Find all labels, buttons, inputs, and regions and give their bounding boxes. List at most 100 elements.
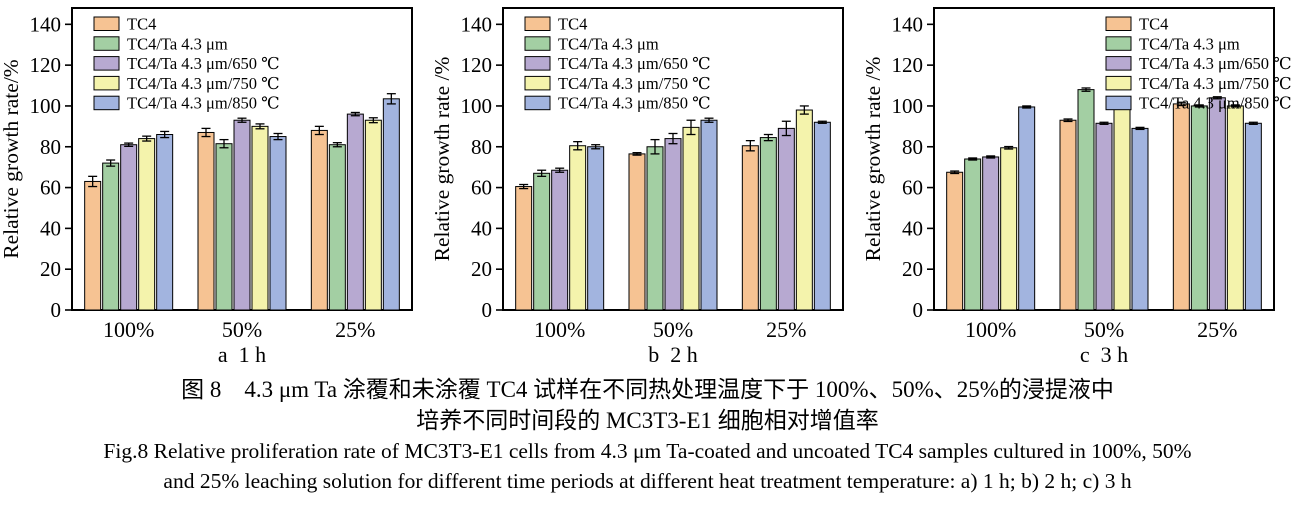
bar <box>1244 122 1262 311</box>
category-label: 25% <box>1197 317 1237 342</box>
panel-label: a 1 h <box>218 342 266 367</box>
legend-swatch <box>1105 56 1132 71</box>
bar <box>1059 119 1077 311</box>
bar <box>515 186 533 311</box>
y-tick-label: 60 <box>40 176 61 200</box>
panel-label: c 3 h <box>1080 342 1128 367</box>
bar <box>813 121 831 311</box>
legend-label: TC4/Ta 4.3 μm/650 ℃ <box>127 54 280 73</box>
legend-label: TC4/Ta 4.3 μm/750 ℃ <box>1139 74 1292 93</box>
bar <box>269 136 287 311</box>
legend-label: TC4/Ta 4.3 μm/850 ℃ <box>1139 94 1292 113</box>
y-tick-label: 140 <box>461 12 493 36</box>
y-tick-label: 100 <box>30 94 62 118</box>
legend-swatch <box>524 16 551 31</box>
chart-panel-b-2h: 0 20 40 60 80 100 120 140 Relative growth rate /… <box>430 0 862 368</box>
legend-label: TC4/Ta 4.3 μm/750 ℃ <box>558 74 711 93</box>
bar <box>1095 122 1113 311</box>
bar <box>1000 147 1018 311</box>
y-tick-label: 20 <box>471 257 492 281</box>
bar <box>682 126 700 311</box>
legend-label: TC4/Ta 4.3 μm <box>1139 34 1240 53</box>
bar <box>1172 103 1190 311</box>
bar <box>946 171 964 311</box>
bar <box>1077 89 1095 311</box>
chart-canvas: 0 20 40 60 80 100 120 140 Relative growth rate /… <box>861 7 1292 367</box>
bar <box>964 158 982 311</box>
bar <box>346 113 364 311</box>
panel-label: b 2 h <box>648 342 698 367</box>
caption-zh-line1: 图 8 4.3 μm Ta 涂覆和未涂覆 TC4 试样在不同热处理温度下于 10… <box>181 377 1114 402</box>
bar <box>646 146 664 311</box>
category-label: 100% <box>103 317 154 342</box>
legend-swatch <box>93 36 120 51</box>
chart-panel-a-1h: 0 20 40 60 80 100 120 140 Relative growth rate/%… <box>0 0 431 368</box>
bar <box>533 172 551 311</box>
bar <box>664 138 682 311</box>
chart-canvas: 0 20 40 60 80 100 120 140 Relative growth rate/%… <box>0 7 413 367</box>
legend-label: TC4/Ta 4.3 μm/650 ℃ <box>558 54 711 73</box>
caption-en-line1: Fig.8 Relative proliferation rate of MC3… <box>103 439 1192 463</box>
chart-panel-c-3h: 0 20 40 60 80 100 120 140 Relative growth rate /… <box>861 0 1293 368</box>
legend-swatch <box>524 95 551 111</box>
legend-label: TC4/Ta 4.3 μm <box>558 34 659 53</box>
bar <box>102 162 120 311</box>
y-tick-label: 80 <box>471 135 492 159</box>
category-label: 50% <box>653 317 693 342</box>
y-tick-label: 0 <box>482 298 493 322</box>
y-tick-label: 120 <box>30 53 62 77</box>
legend-label: TC4 <box>558 15 587 34</box>
figure-caption: 图 8 4.3 μm Ta 涂覆和未涂覆 TC4 试样在不同热处理温度下于 10… <box>0 374 1295 496</box>
y-tick-label: 80 <box>902 135 923 159</box>
bar <box>364 119 382 311</box>
y-tick-label: 40 <box>40 216 61 240</box>
bar <box>982 156 1000 311</box>
bar <box>700 119 718 311</box>
y-tick-label: 120 <box>892 53 924 77</box>
chart-canvas: 0 20 40 60 80 100 120 140 Relative growth rate /… <box>430 7 844 367</box>
legend-label: TC4/Ta 4.3 μm/650 ℃ <box>1139 54 1292 73</box>
bar <box>1208 97 1226 311</box>
category-label: 25% <box>766 317 806 342</box>
y-axis-title: Relative growth rate /% <box>862 57 885 262</box>
bar <box>1113 101 1131 311</box>
y-tick-label: 100 <box>892 94 924 118</box>
y-tick-label: 40 <box>471 216 492 240</box>
y-tick-label: 60 <box>902 176 923 200</box>
y-tick-label: 0 <box>913 298 924 322</box>
category-label: 100% <box>534 317 585 342</box>
legend-label: TC4/Ta 4.3 μm/750 ℃ <box>127 74 280 93</box>
caption-en-line2: and 25% leaching solution for different … <box>163 469 1132 493</box>
bar <box>759 137 777 311</box>
bar <box>382 98 400 311</box>
legend-label: TC4 <box>127 15 156 34</box>
bar <box>1131 127 1149 311</box>
legend-swatch <box>93 16 120 31</box>
bar <box>628 153 646 311</box>
legend-label: TC4/Ta 4.3 μm/850 ℃ <box>558 94 711 113</box>
bar <box>215 143 233 311</box>
bar <box>197 131 215 311</box>
legend-label: TC4/Ta 4.3 μm <box>127 34 228 53</box>
bar <box>120 144 138 311</box>
y-tick-label: 40 <box>902 216 923 240</box>
y-tick-label: 0 <box>51 298 62 322</box>
legend-swatch <box>524 56 551 71</box>
bar <box>569 145 587 311</box>
category-label: 100% <box>965 317 1016 342</box>
bar <box>138 138 156 311</box>
bar <box>795 109 813 311</box>
bar <box>156 134 174 311</box>
category-label: 50% <box>1084 317 1124 342</box>
bar <box>587 146 605 311</box>
legend-swatch <box>1105 16 1132 31</box>
bar <box>310 129 328 311</box>
legend-swatch <box>1105 95 1132 111</box>
legend-swatch <box>93 75 120 91</box>
bar <box>328 144 346 311</box>
category-label: 50% <box>222 317 262 342</box>
bar <box>1226 105 1244 311</box>
y-tick-label: 20 <box>902 257 923 281</box>
bar <box>84 180 102 311</box>
